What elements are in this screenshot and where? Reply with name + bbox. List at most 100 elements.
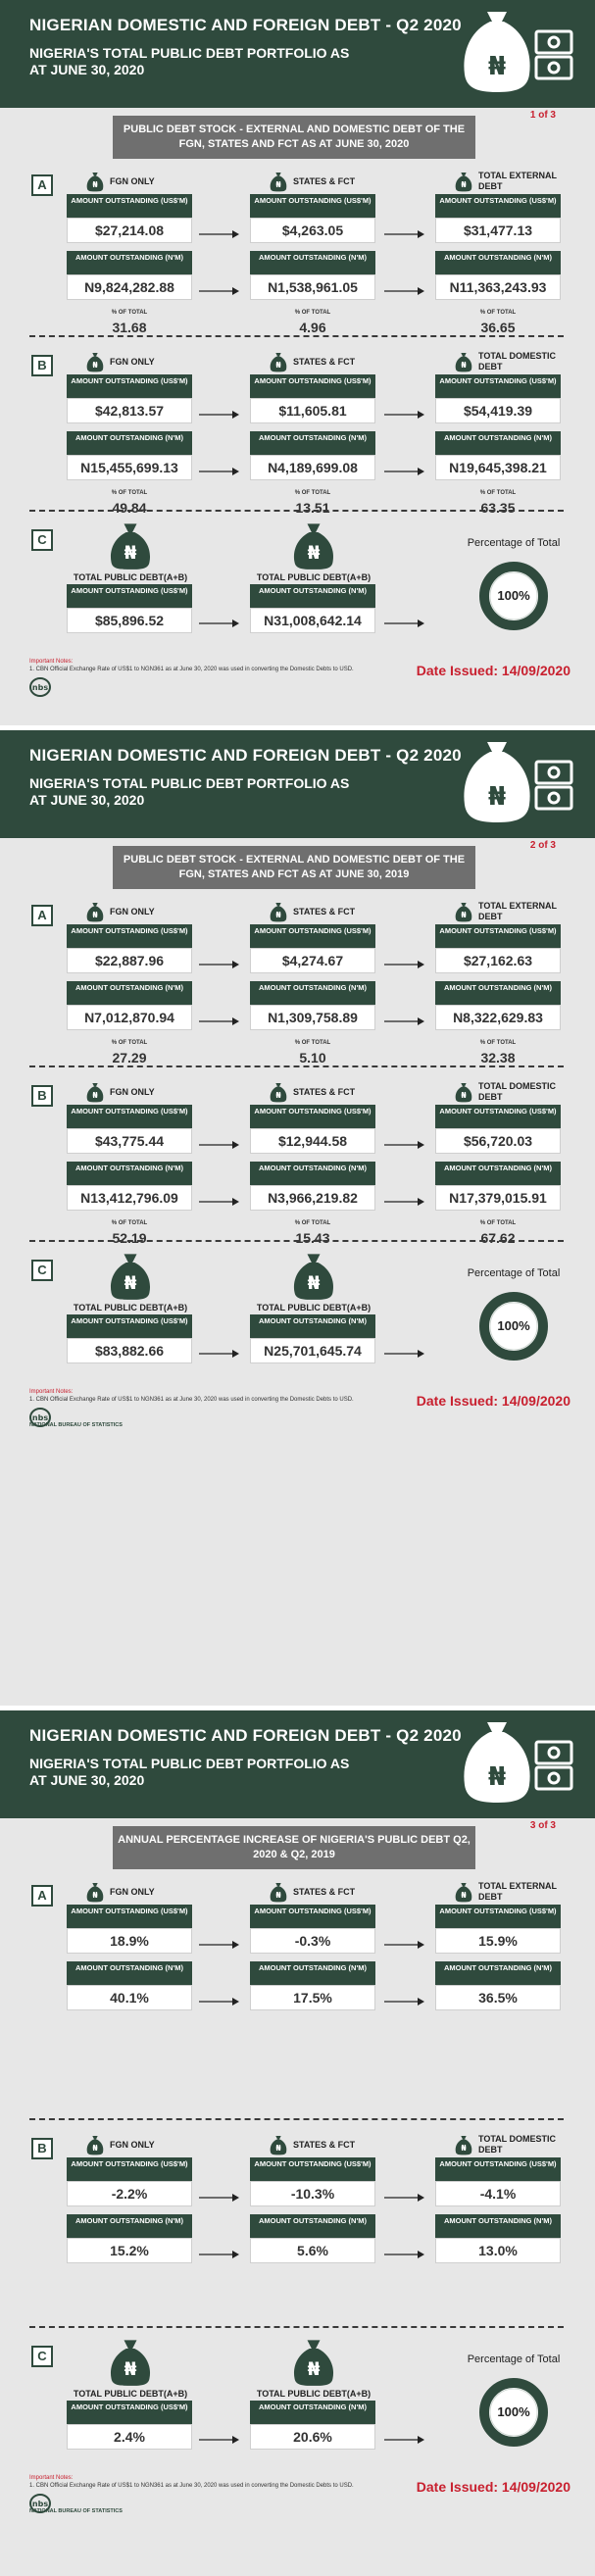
notes-text: 1. CBN Official Exchange Rate of US$1 to… bbox=[29, 1397, 354, 1403]
pct-value: 63.35 bbox=[480, 500, 516, 516]
money-bag-icon: ₦ bbox=[455, 2134, 472, 2155]
money-bag-icon: ₦ bbox=[291, 1250, 336, 1301]
arrow-right-icon bbox=[199, 283, 240, 295]
column-title: FGN ONLY bbox=[110, 1887, 155, 1897]
notes-text: 1. CBN Official Exchange Rate of US$1 to… bbox=[29, 667, 354, 672]
ngn-header: AMOUNT OUTSTANDING (N'M) bbox=[435, 1961, 561, 1985]
section-divider bbox=[29, 1240, 564, 1242]
ngn-header: AMOUNT OUTSTANDING (N'M) bbox=[250, 2214, 375, 2238]
usd-header: AMOUNT OUTSTANDING (US$'M) bbox=[67, 1905, 192, 1928]
ngn-header: AMOUNT OUTSTANDING (N'M) bbox=[250, 431, 375, 455]
pct-label: % OF TOTAL bbox=[111, 490, 148, 496]
usd-value: 15.9% bbox=[435, 1928, 561, 1954]
arrow-right-icon bbox=[384, 1937, 425, 1949]
amount-value: N25,701,645.74 bbox=[250, 1338, 375, 1363]
column-title: STATES & FCT bbox=[293, 2140, 356, 2150]
total-public-debt-label: TOTAL PUBLIC DEBT(A+B) bbox=[256, 1303, 372, 1313]
arrow-right-icon bbox=[199, 226, 240, 238]
amount-value: N31,008,642.14 bbox=[250, 608, 375, 633]
svg-text:₦: ₦ bbox=[461, 1091, 467, 1100]
pct-label: % OF TOTAL bbox=[294, 490, 331, 496]
ngn-header: AMOUNT OUTSTANDING (N'M) bbox=[67, 1961, 192, 1985]
money-bag-icon: ₦ bbox=[86, 171, 104, 192]
column-title: TOTAL DOMESTIC DEBT bbox=[478, 1081, 557, 1102]
column-title: TOTAL EXTERNAL DEBT bbox=[478, 171, 557, 191]
percentage-value: 100% bbox=[497, 2404, 530, 2419]
arrow-right-icon bbox=[199, 407, 240, 419]
ngn-value: N3,966,219.82 bbox=[250, 1185, 375, 1211]
pct-value: 15.43 bbox=[295, 1230, 330, 1246]
page-panel: NIGERIAN DOMESTIC AND FOREIGN DEBT - Q2 … bbox=[0, 0, 595, 725]
usd-value: -10.3% bbox=[250, 2181, 375, 2206]
ngn-header: AMOUNT OUTSTANDING (N'M) bbox=[67, 431, 192, 455]
money-bag-icon: ₦ bbox=[86, 1081, 104, 1103]
page-number: 3 of 3 bbox=[529, 1820, 556, 1831]
percentage-label: Percentage of Total bbox=[467, 1267, 561, 1279]
section-letter: C bbox=[31, 2346, 53, 2367]
arrow-right-icon bbox=[199, 464, 240, 475]
ngn-value: N1,309,758.89 bbox=[250, 1005, 375, 1030]
arrow-right-icon bbox=[384, 1137, 425, 1149]
section-divider bbox=[29, 510, 564, 512]
arrow-right-icon bbox=[384, 2247, 425, 2258]
ngn-value: N4,189,699.08 bbox=[250, 455, 375, 480]
money-bag-icon: ₦ bbox=[458, 1716, 575, 1810]
arrow-right-icon bbox=[384, 407, 425, 419]
usd-value: $31,477.13 bbox=[435, 218, 561, 243]
nbs-name: NATIONAL BUREAU OF STATISTICS bbox=[29, 2508, 123, 2514]
usd-value: $27,162.63 bbox=[435, 948, 561, 973]
amount-value: $83,882.66 bbox=[67, 1338, 192, 1363]
money-bag-icon: ₦ bbox=[108, 1250, 153, 1301]
usd-value: $56,720.03 bbox=[435, 1128, 561, 1154]
ngn-value: 13.0% bbox=[435, 2238, 561, 2263]
percentage-value: 100% bbox=[497, 588, 530, 603]
arrow-right-icon bbox=[199, 1137, 240, 1149]
usd-value: $43,775.44 bbox=[67, 1128, 192, 1154]
column-title: TOTAL EXTERNAL DEBT bbox=[478, 1881, 557, 1902]
ngn-value: N8,322,629.83 bbox=[435, 1005, 561, 1030]
arrow-right-icon bbox=[199, 1937, 240, 1949]
pct-label: % OF TOTAL bbox=[479, 490, 517, 496]
section-banner: ANNUAL PERCENTAGE INCREASE OF NIGERIA'S … bbox=[113, 1826, 475, 1869]
usd-header: AMOUNT OUTSTANDING (US$'M) bbox=[67, 2157, 192, 2181]
percentage-label: Percentage of Total bbox=[467, 2353, 561, 2365]
date-issued: Date Issued: 14/09/2020 bbox=[416, 2479, 570, 2495]
section-letter: A bbox=[31, 174, 53, 196]
money-bag-icon: ₦ bbox=[455, 901, 472, 922]
svg-text:₦: ₦ bbox=[488, 52, 506, 81]
svg-text:₦: ₦ bbox=[461, 361, 467, 370]
money-bag-icon: ₦ bbox=[458, 736, 575, 830]
percentage-ring bbox=[478, 2377, 549, 2448]
usd-value: $27,214.08 bbox=[67, 218, 192, 243]
page-title: NIGERIAN DOMESTIC AND FOREIGN DEBT - Q2 … bbox=[29, 1726, 462, 1745]
column-title: FGN ONLY bbox=[110, 357, 155, 367]
svg-text:₦: ₦ bbox=[275, 911, 281, 919]
svg-text:₦: ₦ bbox=[461, 180, 467, 189]
amount-header: AMOUNT OUTSTANDING (US$'M) bbox=[67, 1314, 192, 1338]
svg-text:nbs: nbs bbox=[32, 1413, 48, 1422]
ngn-value: N17,379,015.91 bbox=[435, 1185, 561, 1211]
pct-label: % OF TOTAL bbox=[111, 310, 148, 316]
page-title: NIGERIAN DOMESTIC AND FOREIGN DEBT - Q2 … bbox=[29, 16, 462, 34]
arrow-right-icon bbox=[384, 1014, 425, 1025]
amount-header: AMOUNT OUTSTANDING (US$'M) bbox=[67, 584, 192, 608]
arrow-right-icon bbox=[199, 1346, 240, 1358]
section-banner: PUBLIC DEBT STOCK - EXTERNAL AND DOMESTI… bbox=[113, 846, 475, 889]
arrow-right-icon bbox=[384, 1994, 425, 2006]
money-bag-icon: ₦ bbox=[455, 1081, 472, 1103]
svg-text:₦: ₦ bbox=[275, 1091, 281, 1100]
pct-label: % OF TOTAL bbox=[294, 310, 331, 316]
ngn-value: 36.5% bbox=[435, 1985, 561, 2010]
arrow-right-icon bbox=[384, 226, 425, 238]
section-divider bbox=[29, 2118, 564, 2120]
usd-header: AMOUNT OUTSTANDING (US$'M) bbox=[250, 924, 375, 948]
svg-text:₦: ₦ bbox=[461, 911, 467, 919]
ngn-value: 5.6% bbox=[250, 2238, 375, 2263]
svg-text:₦: ₦ bbox=[488, 1762, 506, 1792]
ngn-value: N1,538,961.05 bbox=[250, 274, 375, 300]
usd-value: -0.3% bbox=[250, 1928, 375, 1954]
pct-label: % OF TOTAL bbox=[479, 1040, 517, 1046]
usd-value: -4.1% bbox=[435, 2181, 561, 2206]
column-title: STATES & FCT bbox=[293, 176, 356, 186]
money-bag-icon: ₦ bbox=[108, 520, 153, 570]
